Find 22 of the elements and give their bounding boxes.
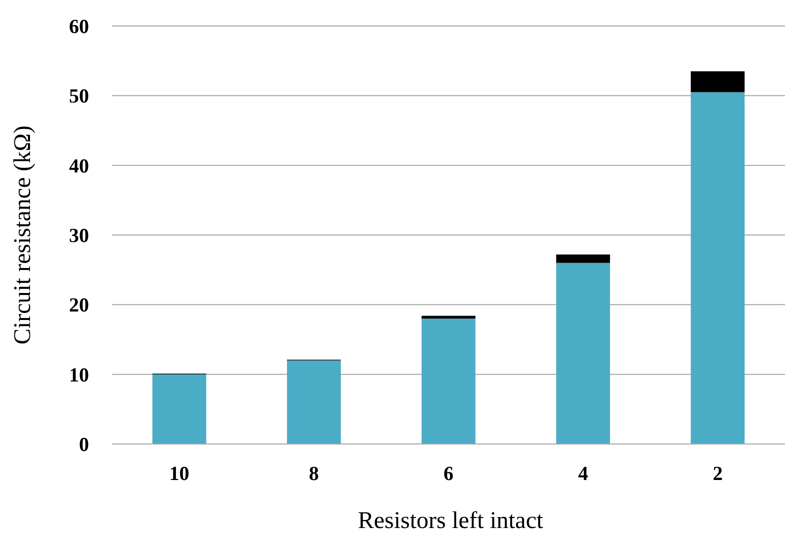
bar xyxy=(556,262,610,444)
y-tick-label: 50 xyxy=(69,86,89,108)
y-tick-label: 40 xyxy=(69,155,89,178)
x-axis-title: Resistors left intact xyxy=(358,508,544,534)
bar xyxy=(286,360,341,444)
x-tick-label: 8 xyxy=(308,463,319,485)
bar xyxy=(422,318,476,444)
bar xyxy=(152,374,206,444)
x-tick-label: 10 xyxy=(169,463,190,485)
bar xyxy=(690,71,745,92)
y-axis-title: Circuit resistance (kΩ) xyxy=(10,125,36,345)
y-tick-label: 60 xyxy=(69,16,89,38)
y-tick-label: 0 xyxy=(79,434,89,456)
x-tick-label: 2 xyxy=(712,463,723,485)
y-tick-label: 20 xyxy=(69,294,89,317)
x-tick-label: 6 xyxy=(444,463,454,485)
bar xyxy=(556,254,610,263)
y-tick-label: 10 xyxy=(69,364,89,386)
x-tick-label: 4 xyxy=(578,463,588,485)
y-tick-label: 30 xyxy=(69,225,89,247)
bar xyxy=(690,92,745,444)
bar xyxy=(422,316,476,319)
